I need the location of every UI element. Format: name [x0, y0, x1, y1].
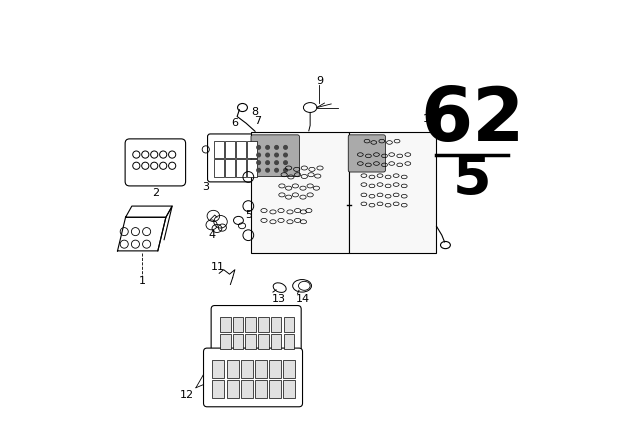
- Text: 7: 7: [253, 116, 261, 126]
- FancyBboxPatch shape: [348, 135, 385, 172]
- Bar: [236, 141, 246, 158]
- Bar: [255, 380, 267, 398]
- Circle shape: [275, 146, 278, 149]
- Bar: [246, 334, 256, 349]
- Text: 62: 62: [420, 85, 525, 157]
- Bar: [269, 380, 281, 398]
- Bar: [284, 380, 296, 398]
- Text: 11: 11: [211, 263, 225, 272]
- Text: 5: 5: [453, 152, 492, 206]
- Circle shape: [266, 153, 269, 157]
- Bar: [214, 159, 223, 177]
- Circle shape: [275, 161, 278, 164]
- Circle shape: [284, 153, 287, 157]
- FancyBboxPatch shape: [207, 134, 264, 182]
- Text: 5: 5: [245, 210, 252, 220]
- Bar: [349, 132, 436, 253]
- Bar: [241, 380, 253, 398]
- Bar: [284, 360, 296, 378]
- Bar: [236, 159, 246, 177]
- Circle shape: [266, 146, 269, 149]
- Circle shape: [266, 161, 269, 164]
- Circle shape: [257, 161, 260, 164]
- Circle shape: [275, 168, 278, 172]
- Circle shape: [257, 168, 260, 172]
- Bar: [271, 317, 282, 332]
- Text: 10: 10: [423, 114, 436, 124]
- Bar: [225, 141, 235, 158]
- Text: 1: 1: [139, 276, 146, 286]
- Bar: [220, 334, 230, 349]
- Text: 13: 13: [272, 294, 286, 304]
- Text: 4: 4: [208, 230, 215, 240]
- FancyBboxPatch shape: [125, 139, 186, 186]
- Bar: [214, 141, 223, 158]
- Bar: [233, 317, 243, 332]
- Bar: [220, 317, 230, 332]
- Text: 6: 6: [232, 118, 238, 128]
- Bar: [251, 132, 349, 253]
- Circle shape: [257, 153, 260, 157]
- Bar: [241, 360, 253, 378]
- Bar: [247, 159, 257, 177]
- Circle shape: [284, 161, 287, 164]
- Bar: [227, 360, 239, 378]
- Bar: [246, 317, 256, 332]
- Polygon shape: [158, 206, 172, 251]
- Text: 14: 14: [296, 294, 310, 304]
- Text: 8: 8: [252, 107, 259, 117]
- Bar: [258, 317, 269, 332]
- Text: 12: 12: [180, 391, 194, 401]
- Text: 3: 3: [202, 182, 209, 192]
- Text: 2: 2: [152, 188, 159, 198]
- FancyBboxPatch shape: [204, 348, 303, 407]
- Circle shape: [275, 153, 278, 157]
- Bar: [258, 334, 269, 349]
- Circle shape: [257, 146, 260, 149]
- Bar: [269, 360, 281, 378]
- Bar: [212, 380, 225, 398]
- Bar: [247, 141, 257, 158]
- Circle shape: [284, 146, 287, 149]
- FancyBboxPatch shape: [251, 135, 300, 177]
- Bar: [233, 334, 243, 349]
- FancyBboxPatch shape: [211, 306, 301, 358]
- Bar: [225, 159, 235, 177]
- Bar: [271, 334, 282, 349]
- Circle shape: [266, 168, 269, 172]
- Bar: [284, 334, 294, 349]
- Bar: [284, 317, 294, 332]
- Circle shape: [284, 168, 287, 172]
- Bar: [255, 360, 267, 378]
- Bar: [227, 380, 239, 398]
- Text: 9: 9: [316, 76, 324, 86]
- Bar: [212, 360, 225, 378]
